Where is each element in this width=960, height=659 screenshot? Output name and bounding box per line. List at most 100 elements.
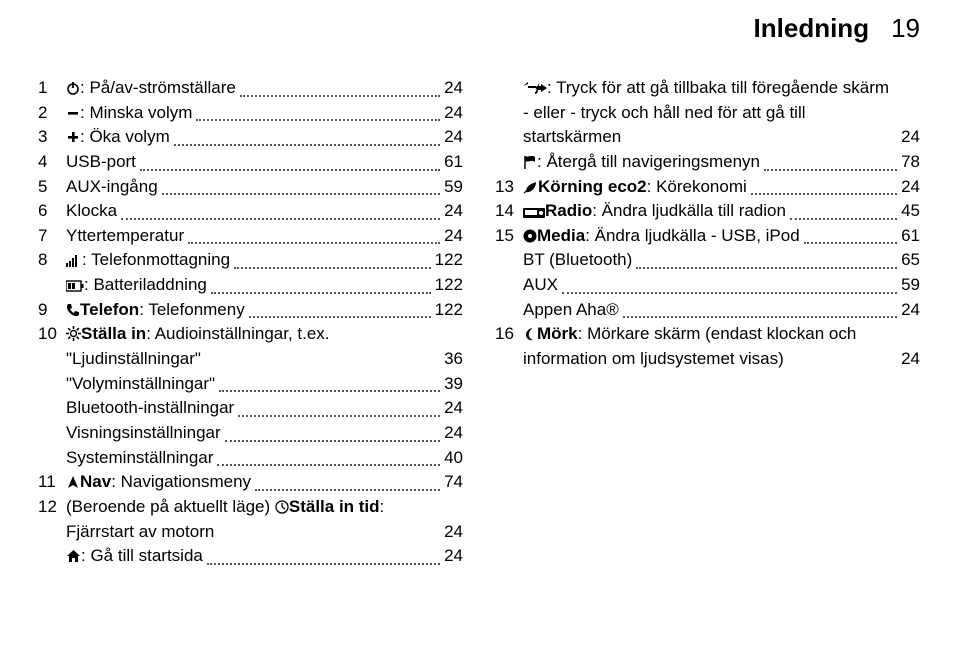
entry-label: : På/av-strömställare <box>66 76 236 101</box>
index-entry: Visningsinställningar24 <box>38 421 463 446</box>
entry-body: : Telefonmottagning122 <box>66 248 463 273</box>
entry-label: /: Tryck för att gå tillbaka till föregå… <box>523 76 893 150</box>
entry-page: 78 <box>901 150 920 175</box>
entry-label: AUX <box>523 273 558 298</box>
index-entry: 4USB-port61 <box>38 150 463 175</box>
entry-page: 39 <box>444 372 463 397</box>
entry-page: 24 <box>444 396 463 421</box>
entry-label: Nav: Navigationsmeny <box>66 470 251 495</box>
entry-number: 7 <box>38 224 66 249</box>
entry-body: BT (Bluetooth)65 <box>523 248 920 273</box>
index-entry: 3: Öka volym24 <box>38 125 463 150</box>
entry-body: AUX-ingång59 <box>66 175 463 200</box>
entry-body: USB-port61 <box>66 150 463 175</box>
entry-page: 36 <box>444 347 463 372</box>
index-entry: 6Klocka 24 <box>38 199 463 224</box>
leader-dots <box>162 192 440 195</box>
entry-number: 10 <box>38 322 66 347</box>
entry-page: 122 <box>435 273 463 298</box>
entry-page: 40 <box>444 446 463 471</box>
entry-page: 122 <box>435 248 463 273</box>
leader-dots <box>225 439 440 442</box>
leader-dots <box>804 241 897 244</box>
entry-label: : Öka volym <box>66 125 170 150</box>
entry-page: 24 <box>444 421 463 446</box>
entry-number: 16 <box>495 322 523 347</box>
entry-label: USB-port <box>66 150 136 175</box>
entry-page: 74 <box>444 470 463 495</box>
index-entry: 16Mörk: Mörkare skärm (endast klockan oc… <box>495 322 920 371</box>
entry-body: : Återgå till navigeringsmenyn78 <box>523 150 920 175</box>
entry-label: Körning eco2: Körekonomi <box>523 175 747 200</box>
entry-body: (Beroende på aktuellt läge) Ställa in ti… <box>66 495 463 544</box>
index-entry: /: Tryck för att gå tillbaka till föregå… <box>495 76 920 150</box>
entry-label: Telefon: Telefonmeny <box>66 298 245 323</box>
entry-body: "Volyminställningar"39 <box>66 372 463 397</box>
entry-number: 12 <box>38 495 66 520</box>
index-entry: : Batteriladdning122 <box>38 273 463 298</box>
entry-number: 2 <box>38 101 66 126</box>
entry-body: Media: Ändra ljudkälla - USB, iPod 61 <box>523 224 920 249</box>
entry-body: Appen Aha®24 <box>523 298 920 323</box>
leader-dots <box>751 192 897 195</box>
entry-body: Radio: Ändra ljudkälla till radion 45 <box>523 199 920 224</box>
entry-body: : På/av-strömställare 24 <box>66 76 463 101</box>
index-entry: 12(Beroende på aktuellt läge) Ställa in … <box>38 495 463 544</box>
entry-number: 13 <box>495 175 523 200</box>
entry-label: Yttertemperatur <box>66 224 184 249</box>
index-entry: 14Radio: Ändra ljudkälla till radion 45 <box>495 199 920 224</box>
entry-page: 24 <box>444 199 463 224</box>
entry-body: : Öka volym24 <box>66 125 463 150</box>
entry-body: Nav: Navigationsmeny 74 <box>66 470 463 495</box>
entry-number: 11 <box>38 470 66 495</box>
leader-dots <box>219 389 440 392</box>
left-column: 1: På/av-strömställare242: Minska volym2… <box>38 18 463 659</box>
page-number: 19 <box>891 13 920 43</box>
entry-label: Radio: Ändra ljudkälla till radion <box>523 199 786 224</box>
entry-label: Mörk: Mörkare skärm (endast klockan och … <box>523 322 893 371</box>
entry-label: Media: Ändra ljudkälla - USB, iPod <box>523 224 800 249</box>
entry-label: Bluetooth-inställningar <box>66 396 234 421</box>
index-entry: BT (Bluetooth)65 <box>495 248 920 273</box>
leader-dots <box>174 143 440 146</box>
entry-page: 24 <box>901 298 920 323</box>
leader-dots <box>249 315 431 318</box>
entry-number: 5 <box>38 175 66 200</box>
entry-number: 15 <box>495 224 523 249</box>
entry-page: 24 <box>444 101 463 126</box>
entry-page: 45 <box>901 199 920 224</box>
entry-body: Mörk: Mörkare skärm (endast klockan och … <box>523 322 920 371</box>
entry-body: AUX59 <box>523 273 920 298</box>
leader-dots <box>196 118 440 121</box>
entry-page: 24 <box>901 125 920 150</box>
right-column: /: Tryck för att gå tillbaka till föregå… <box>495 18 920 659</box>
entry-label: Klocka <box>66 199 117 224</box>
entry-number: 6 <box>38 199 66 224</box>
index-entry: 2: Minska volym24 <box>38 101 463 126</box>
leader-dots <box>255 488 440 491</box>
leader-dots <box>211 291 431 294</box>
entry-body: : Batteriladdning122 <box>66 273 463 298</box>
entry-page: 24 <box>444 76 463 101</box>
entry-body: : Minska volym24 <box>66 101 463 126</box>
entry-page: 61 <box>901 224 920 249</box>
entry-body: Körning eco2: Körekonomi 24 <box>523 175 920 200</box>
entry-number: 14 <box>495 199 523 224</box>
entry-number: 4 <box>38 150 66 175</box>
entry-body: Klocka 24 <box>66 199 463 224</box>
index-entry: 1: På/av-strömställare24 <box>38 76 463 101</box>
entry-page: 24 <box>901 175 920 200</box>
leader-dots <box>217 463 440 466</box>
entry-page: 24 <box>444 224 463 249</box>
leader-dots <box>234 266 431 269</box>
index-entry: 7Yttertemperatur 24 <box>38 224 463 249</box>
entry-label: Systeminställningar <box>66 446 213 471</box>
index-entry: : Återgå till navigeringsmenyn78 <box>495 150 920 175</box>
index-entry: AUX59 <box>495 273 920 298</box>
index-entry: Systeminställningar 40 <box>38 446 463 471</box>
entry-number: 8 <box>38 248 66 273</box>
entry-label: AUX-ingång <box>66 175 158 200</box>
entry-body: Yttertemperatur 24 <box>66 224 463 249</box>
index-entry: 9Telefon: Telefonmeny122 <box>38 298 463 323</box>
leader-dots <box>240 94 440 97</box>
